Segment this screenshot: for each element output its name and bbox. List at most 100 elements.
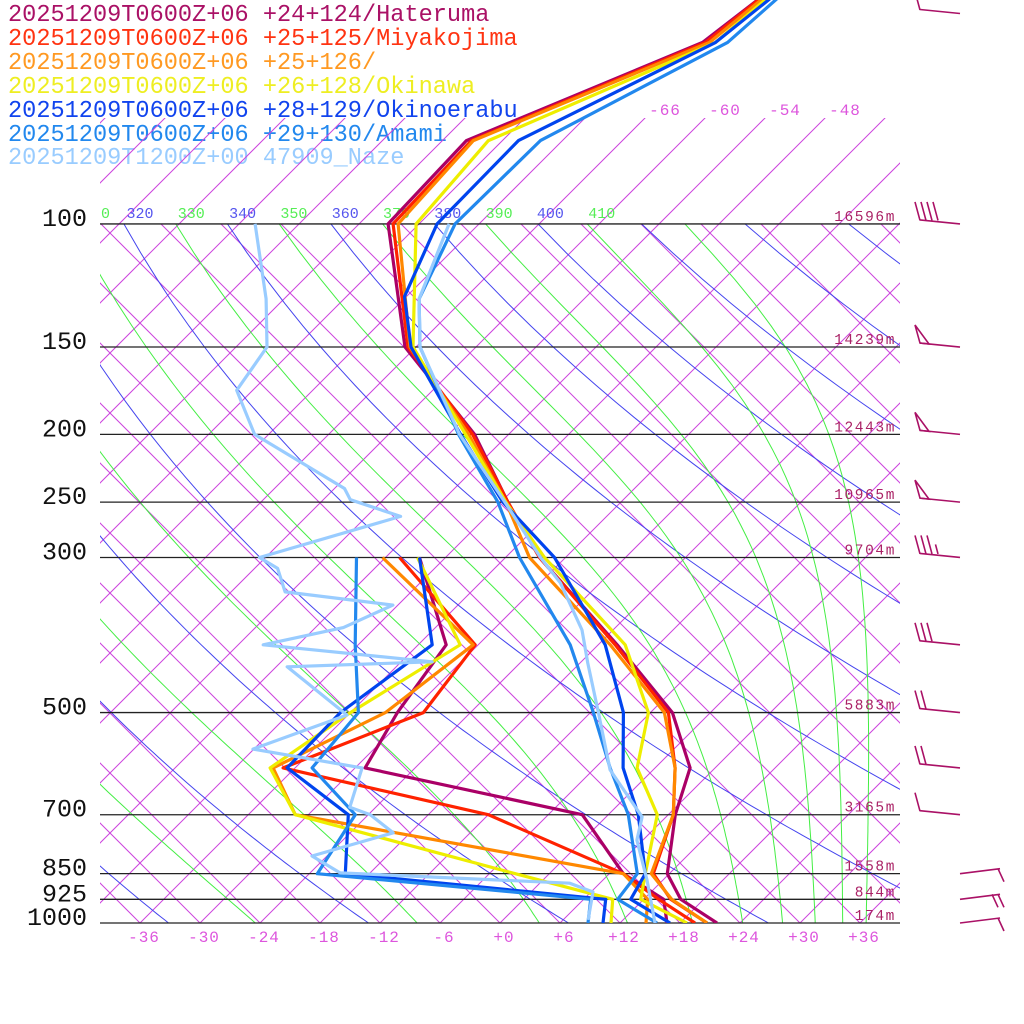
isotherm-line (100, 118, 106, 124)
isotherm-line (0, 0, 217, 923)
isotherm-line (619, 642, 900, 923)
diagonal-grid-line (100, 282, 741, 923)
isotherm-line (0, 0, 157, 923)
x-tick-label: +24 (728, 929, 760, 947)
x-tick-label: +0 (493, 929, 514, 947)
pressure-label: 925 (42, 880, 87, 909)
wind-barb (914, 690, 961, 714)
isotherm-label: -48 (829, 102, 861, 120)
diagonal-grid-line (920, 23, 1024, 923)
diagonal-grid-line (220, 224, 900, 904)
isotherm-line (259, 282, 900, 923)
dry-adiabat (744, 224, 900, 347)
diagonal-grid-line (980, 23, 1024, 923)
diagonal-grid-line (820, 224, 900, 304)
height-label: 1558m (844, 860, 896, 876)
pressure-label: 700 (42, 796, 87, 825)
diagonal-grid-line (880, 224, 900, 244)
theta-label: 340 (229, 206, 256, 223)
legend-entry: 20251209T0600Z+06 +24+124/Hateruma (8, 2, 490, 29)
height-label: 12443m (834, 420, 896, 436)
amami-temperature-line (417, 0, 778, 923)
diagonal-grid-line (100, 762, 261, 923)
x-tick-label: +18 (668, 929, 700, 947)
dry-adiabat (537, 224, 900, 516)
47909-naze-dewpoint-line (235, 223, 595, 921)
diagonal-grid-line (100, 462, 561, 923)
x-tick-label: +36 (848, 929, 880, 947)
legend-entry: 20251209T0600Z+06 +25+125/Miyakojima (8, 25, 518, 53)
profiles (235, 0, 778, 923)
wind-barb (914, 201, 961, 225)
wind-barb (914, 479, 961, 503)
miyakojima-temperature-line (391, 0, 761, 923)
isotherm-line (499, 522, 900, 923)
pressure-label: 100 (42, 205, 87, 234)
theta-label: 350 (280, 206, 307, 223)
x-tick-label: +6 (553, 929, 574, 947)
diagonal-grid-line (800, 23, 1024, 923)
wind-barbs (914, 0, 1005, 932)
height-label: 10965m (834, 488, 896, 504)
isotherm-line (199, 222, 900, 923)
wind-barb (914, 411, 961, 436)
x-tick-label: -18 (308, 929, 340, 947)
okinawa-dewpoint-line (268, 556, 615, 923)
hateruma-dewpoint-line (363, 557, 669, 923)
wind-barb (916, 0, 961, 15)
diagonal-grid-line (400, 224, 900, 724)
height-label: 174m (855, 909, 896, 925)
moist-adiabat (382, 224, 783, 923)
pressure-label: 250 (42, 483, 87, 512)
isotherm-line (559, 582, 900, 923)
diagonal-grid-line (700, 224, 900, 424)
diagonal-grid-line (860, 23, 1024, 923)
isotherm-line (799, 822, 900, 923)
pressure-label: 200 (42, 415, 87, 444)
theta-label: 0 (101, 206, 110, 223)
wind-barb (914, 324, 961, 348)
wind-barb (914, 622, 961, 646)
wind-barb (959, 867, 1005, 882)
diagonal-grid-line (280, 224, 900, 844)
x-tick-label: -6 (433, 929, 454, 947)
isotherm-line (980, 0, 1024, 923)
theta-label: 320 (126, 206, 153, 223)
isotherm-line (100, 118, 166, 184)
diagonal-grid-line (100, 342, 681, 923)
dry-adiabat (641, 224, 900, 430)
isotherm-line (439, 462, 900, 923)
legend-entry: 20251209T0600Z+06 +29+130/Amami (8, 121, 447, 149)
x-tick-label: +30 (788, 929, 820, 947)
pressure-label: 300 (42, 538, 87, 567)
diagonal-grid-line (100, 702, 321, 923)
okinawa-temperature-line (411, 0, 768, 923)
height-label: 16596m (834, 210, 896, 226)
diagonal-grid-line (100, 402, 621, 923)
wind-barb (914, 535, 961, 559)
isotherm-line (920, 0, 1024, 923)
amami-dewpoint-line (310, 557, 593, 923)
diagonal-grid-line (100, 582, 441, 923)
wind-barb (914, 792, 961, 816)
x-tick-label: -36 (128, 929, 160, 947)
diagonal-grid-line (340, 224, 900, 784)
diagonal-grid-line (740, 23, 1024, 923)
diagonal-grid-line (0, 23, 20, 923)
47909-naze-temperature-line (417, 223, 657, 923)
isotherm-label: -60 (709, 102, 741, 120)
diagonal-grid-line (580, 224, 900, 544)
x-tick-label: +12 (608, 929, 640, 947)
height-label: 844m (855, 885, 896, 901)
moist-adiabat (485, 224, 816, 923)
height-label: 5883m (844, 699, 896, 715)
legend-entry: 20251209T0600Z+06 +25+126/ (8, 49, 377, 77)
wind-barb (959, 917, 1005, 932)
theta-label: 390 (486, 206, 513, 223)
isotherm-line (100, 118, 286, 304)
wind-barb (959, 893, 1005, 908)
diagonal-grid-line (0, 23, 80, 923)
theta-label: 330 (178, 206, 205, 223)
pressure-label: 1000 (27, 904, 87, 933)
isotherm-line (100, 118, 226, 244)
